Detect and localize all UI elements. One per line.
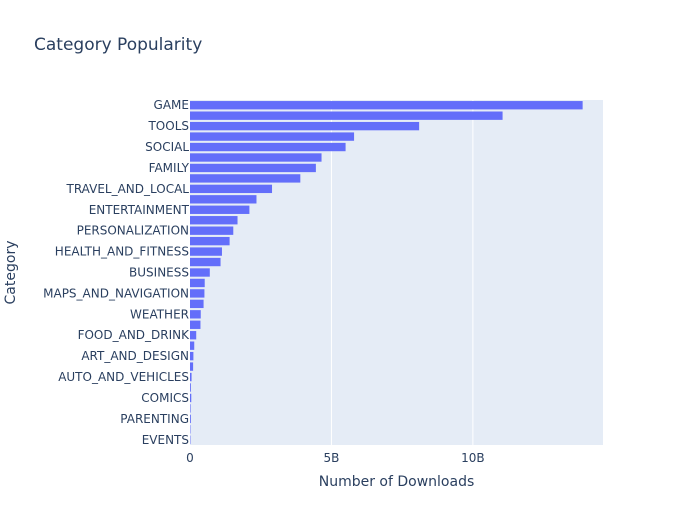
y-tick-label: COMICS	[141, 391, 189, 405]
bar[interactable]	[190, 132, 355, 141]
y-tick-label: FAMILY	[149, 161, 190, 175]
y-tick-label: BUSINESS	[129, 266, 189, 280]
bar[interactable]	[190, 320, 201, 329]
y-tick-label: WEATHER	[130, 307, 189, 321]
bar[interactable]	[190, 163, 316, 173]
bar[interactable]	[190, 174, 301, 183]
bar[interactable]	[190, 383, 191, 392]
y-tick-label: HEALTH_AND_FITNESS	[55, 245, 189, 259]
bar[interactable]	[190, 268, 210, 277]
bar[interactable]	[190, 331, 197, 340]
chart-title: Category Popularity	[34, 35, 202, 55]
bar[interactable]	[190, 289, 205, 298]
bar[interactable]	[190, 341, 195, 350]
bar[interactable]	[190, 310, 201, 319]
bar[interactable]	[190, 226, 234, 235]
bar[interactable]	[190, 351, 194, 361]
y-tick-label: FOOD_AND_DRINK	[78, 328, 191, 342]
gridlines	[330, 100, 474, 445]
y-tick-labels: GAME TOOLS SOCIAL FAMILY TRAVEL_AND_LOCAL ENT…	[43, 98, 190, 447]
bar[interactable]	[190, 101, 583, 110]
bar[interactable]	[190, 153, 322, 162]
bar[interactable]	[190, 121, 420, 131]
bar-series	[190, 101, 583, 444]
y-tick-label: PARENTING	[120, 412, 189, 426]
bar[interactable]	[190, 205, 250, 214]
bar[interactable]	[190, 184, 273, 194]
x-tick-label: 10B	[461, 451, 485, 465]
y-tick-label: MAPS_AND_NAVIGATION	[43, 286, 189, 300]
y-tick-label: EVENTS	[142, 433, 189, 447]
bar[interactable]	[190, 111, 503, 120]
bar[interactable]	[190, 278, 205, 288]
bar[interactable]	[190, 195, 257, 204]
y-tick-label: TRAVEL_AND_LOCAL	[65, 182, 189, 196]
y-tick-label: TOOLS	[147, 119, 189, 133]
bar[interactable]	[190, 372, 192, 382]
bar[interactable]	[190, 247, 222, 256]
x-tick-label: 5B	[324, 451, 340, 465]
y-tick-label: PERSONALIZATION	[77, 224, 189, 238]
x-tick-label: 0	[186, 451, 194, 465]
y-tick-label: SOCIAL	[145, 140, 189, 154]
y-axis-title: Category	[3, 241, 19, 305]
y-tick-label: ENTERTAINMENT	[89, 203, 190, 217]
y-tick-label: GAME	[154, 98, 189, 112]
bar[interactable]	[190, 142, 346, 152]
y-tick-label: ART_AND_DESIGN	[81, 349, 189, 363]
bar[interactable]	[190, 404, 191, 413]
bar[interactable]	[190, 362, 194, 371]
bar[interactable]	[190, 393, 192, 403]
bar[interactable]	[190, 216, 238, 225]
bar[interactable]	[190, 299, 204, 309]
bar[interactable]	[190, 414, 191, 424]
x-axis-title: Number of Downloads	[319, 474, 475, 490]
bar[interactable]	[190, 236, 230, 246]
y-tick-label: AUTO_AND_VEHICLES	[58, 370, 189, 384]
plot-area	[190, 100, 603, 445]
x-tick-labels: 0 5B 10B	[186, 451, 484, 465]
bar[interactable]	[190, 257, 221, 267]
